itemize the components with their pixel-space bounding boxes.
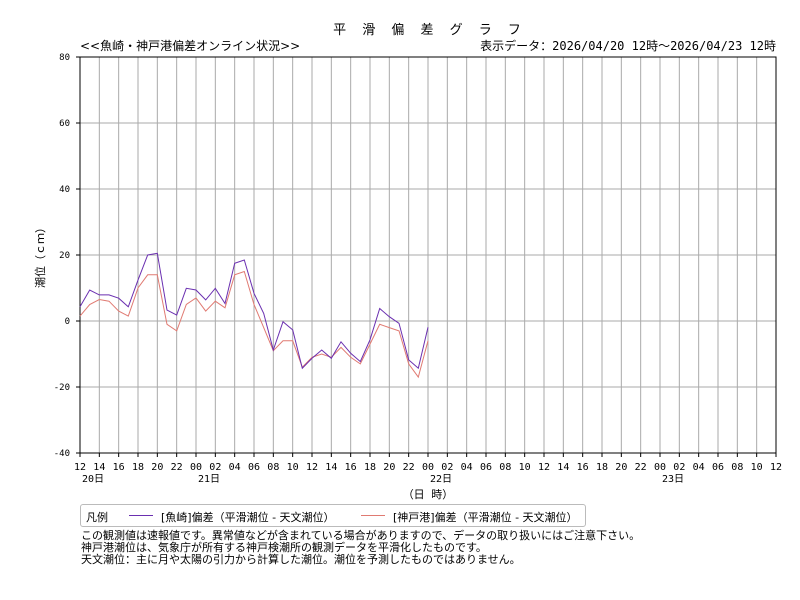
day-label: 22日	[430, 474, 452, 485]
legend-line-kobe	[361, 515, 385, 516]
legend-series1: [魚崎]偏差（平滑潮位 - 天文潮位）	[161, 511, 335, 524]
x-tick-label: 00	[422, 462, 434, 473]
legend-label: 凡例	[86, 511, 108, 524]
x-tick-label: 10	[519, 462, 531, 473]
station-subtitle: <<魚崎・神戸港偏差オンライン状況>>	[80, 39, 301, 53]
x-tick-label: 22	[171, 462, 183, 473]
x-tick-label: 08	[731, 462, 743, 473]
x-tick-label: 04	[693, 462, 705, 473]
x-tick-label: 20	[615, 462, 627, 473]
x-tick-label: 14	[325, 462, 337, 473]
x-tick-label: 18	[364, 462, 376, 473]
x-tick-label: 12	[74, 462, 86, 473]
x-tick-label: 16	[113, 462, 125, 473]
y-tick-label: 80	[59, 53, 70, 63]
x-tick-label: 14	[93, 462, 105, 473]
legend-line-uozaki	[129, 515, 153, 516]
tide-deviation-chart: 12 14 16 18 20 22 00 02 04 06 08 10 12 14 16 18 20 22 00 02…	[33, 53, 782, 500]
display-range: 表示データ：2026/04/20 12時～2026/04/23 12時	[480, 39, 776, 53]
y-tick-label: 60	[59, 119, 70, 129]
x-tick-label: 14	[557, 462, 569, 473]
x-tick-label: 04	[229, 462, 241, 473]
x-tick-label: 06	[712, 462, 724, 473]
x-tick-label: 10	[287, 462, 299, 473]
y-tick-label: 40	[59, 185, 70, 195]
plot-frame	[79, 56, 777, 454]
x-tick-label: 02	[209, 462, 221, 473]
series-line-uozaki	[79, 252, 429, 370]
chart-title: 平 滑 偏 差 グ ラ フ	[333, 23, 527, 38]
note-2: 神戸港潮位は、気象庁が所有する神戸検潮所の観測データを平滑化したものです。	[81, 541, 487, 554]
x-tick-label: 02	[441, 462, 453, 473]
day-label: 20日	[82, 474, 104, 485]
x-tick-label: 08	[267, 462, 279, 473]
day-label: 21日	[198, 474, 220, 485]
x-tick-label: 12	[770, 462, 782, 473]
x-tick-label: 12	[538, 462, 550, 473]
x-tick-label: 18	[596, 462, 608, 473]
x-tick-label: 08	[499, 462, 511, 473]
day-label: 23日	[662, 474, 684, 485]
note-1: この観測値は速報値です。異常値などが含まれている場合がありますので、データの取り…	[81, 529, 641, 542]
note-3: 天文潮位：主に月や太陽の引力から計算した潮位。潮位を予測したものではありません。	[81, 553, 521, 566]
x-tick-label: 06	[480, 462, 492, 473]
y-axis-label: 潮位（ｃｍ）	[33, 222, 47, 288]
x-tick-label: 20	[151, 462, 163, 473]
x-tick-label: 02	[673, 462, 685, 473]
y-tick-label: 0	[65, 317, 70, 327]
x-tick-label: 04	[461, 462, 473, 473]
x-tick-label: 16	[345, 462, 357, 473]
x-tick-label: 12	[306, 462, 318, 473]
x-tick-label: 22	[403, 462, 415, 473]
x-tick-label: 22	[635, 462, 647, 473]
x-tick-label: 18	[132, 462, 144, 473]
x-tick-label: 00	[190, 462, 202, 473]
x-tick-label: 16	[577, 462, 589, 473]
series-line-kobe	[79, 270, 429, 379]
x-tick-label: 20	[383, 462, 395, 473]
y-tick-label: -20	[54, 383, 70, 393]
y-tick-label: 20	[59, 251, 70, 261]
x-axis-label: （日 時）	[403, 488, 454, 500]
legend-series2: [神戸港]偏差（平滑潮位 - 天文潮位）	[393, 511, 578, 524]
x-tick-label: 10	[751, 462, 763, 473]
x-tick-label: 06	[248, 462, 260, 473]
y-tick-label: -40	[54, 449, 70, 459]
legend: 凡例 [魚崎]偏差（平滑潮位 - 天文潮位） [神戸港]偏差（平滑潮位 - 天文…	[80, 504, 586, 527]
x-tick-label: 00	[654, 462, 666, 473]
notes: この観測値は速報値です。異常値などが含まれている場合がありますので、データの取り…	[81, 530, 640, 566]
